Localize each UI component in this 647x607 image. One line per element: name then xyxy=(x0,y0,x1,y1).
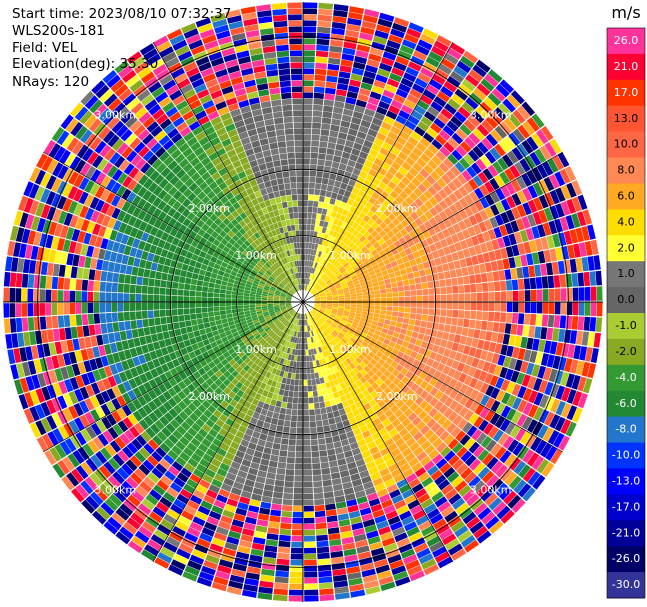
range-ring-label: 2.00km xyxy=(376,202,418,215)
range-ring-label: 1.00km xyxy=(235,249,277,262)
instrument-label: WLS200s-181 xyxy=(12,23,105,39)
ppi-gates xyxy=(3,2,603,602)
spoke xyxy=(302,301,454,562)
spoke xyxy=(302,301,563,453)
range-ring-label: 2.00km xyxy=(376,390,418,403)
start-time-label: Start time: 2023/08/10 07:32:37 xyxy=(12,6,232,22)
spoke xyxy=(43,301,304,453)
range-ring-label: 1.00km xyxy=(235,343,277,356)
spoke xyxy=(43,151,304,303)
spoke xyxy=(152,42,304,303)
range-ring-label: 1.00km xyxy=(329,249,371,262)
field-label: Field: VEL xyxy=(12,40,78,56)
range-ring-label: 3.00km xyxy=(95,484,137,497)
range-ring-label: 2.00km xyxy=(188,202,230,215)
spoke xyxy=(302,151,563,303)
elevation-label: Elevation(deg): 35.30 xyxy=(12,56,159,72)
range-ring-label: 3.00km xyxy=(95,108,137,121)
nrays-label: NRays: 120 xyxy=(12,74,90,90)
range-ring-label: 1.00km xyxy=(329,343,371,356)
range-ring-label: 2.00km xyxy=(188,390,230,403)
range-ring-label: 3.00km xyxy=(470,484,512,497)
spoke xyxy=(302,42,454,303)
range-ring-label: 3.00km xyxy=(470,108,512,121)
spoke xyxy=(152,301,304,562)
